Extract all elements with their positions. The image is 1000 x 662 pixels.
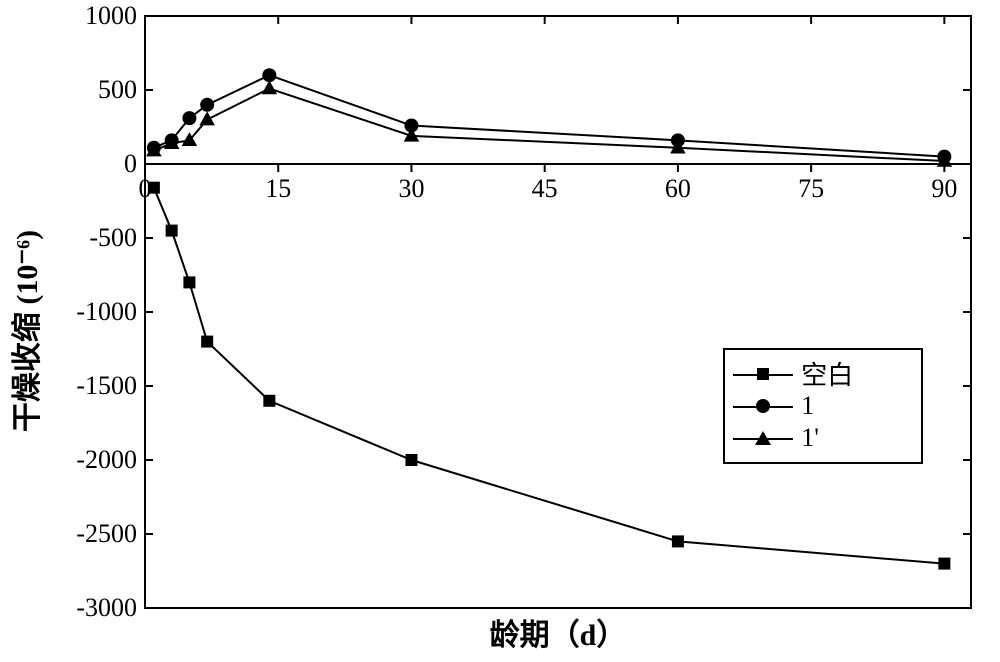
legend-sample [733, 362, 793, 386]
x-tick-label: 90 [931, 174, 957, 204]
triangle-icon [755, 431, 771, 445]
y-tick-label: -3000 [76, 593, 137, 623]
series-marker-0 [672, 535, 684, 547]
series-marker-0 [263, 395, 275, 407]
x-tick-label: 0 [139, 174, 152, 204]
series-marker-0 [201, 336, 213, 348]
y-axis-label: 干燥收缩 (10⁻⁶) [2, 230, 46, 432]
legend-item: 1' [733, 422, 913, 454]
legend-sample [733, 426, 793, 450]
y-tick-label: -1000 [76, 297, 137, 327]
series-marker-1 [262, 68, 276, 82]
series-marker-0 [938, 558, 950, 570]
x-tick-label: 45 [532, 174, 558, 204]
legend-box: 空白11' [723, 348, 923, 464]
x-tick-label: 30 [398, 174, 424, 204]
series-marker-1 [182, 111, 196, 125]
circle-icon [756, 399, 770, 413]
legend-label: 1' [801, 423, 819, 453]
x-tick-label: 60 [665, 174, 691, 204]
legend-item: 1 [733, 390, 913, 422]
y-tick-label: 500 [98, 75, 137, 105]
x-tick-label: 75 [798, 174, 824, 204]
series-marker-1 [200, 98, 214, 112]
y-tick-label: -2000 [76, 445, 137, 475]
legend-item: 空白 [733, 358, 913, 390]
y-tick-label: -1500 [76, 371, 137, 401]
square-icon [757, 368, 769, 380]
x-tick-label: 15 [265, 174, 291, 204]
series-marker-0 [183, 276, 195, 288]
series-marker-0 [166, 225, 178, 237]
y-tick-label: -2500 [76, 519, 137, 549]
y-tick-label: 0 [124, 149, 137, 179]
series-marker-0 [405, 454, 417, 466]
x-axis-label: 龄期（d） [490, 610, 627, 654]
legend-label: 空白 [801, 355, 853, 392]
legend-label: 1 [801, 391, 814, 421]
y-tick-label: 1000 [85, 1, 137, 31]
chart-root: 干燥收缩 (10⁻⁶) 龄期（d） 空白11' 0 15 30 45 60 75 90 -30… [0, 0, 1000, 662]
y-tick-label: -500 [89, 223, 137, 253]
legend-sample [733, 394, 793, 418]
plot-svg [0, 0, 1000, 662]
